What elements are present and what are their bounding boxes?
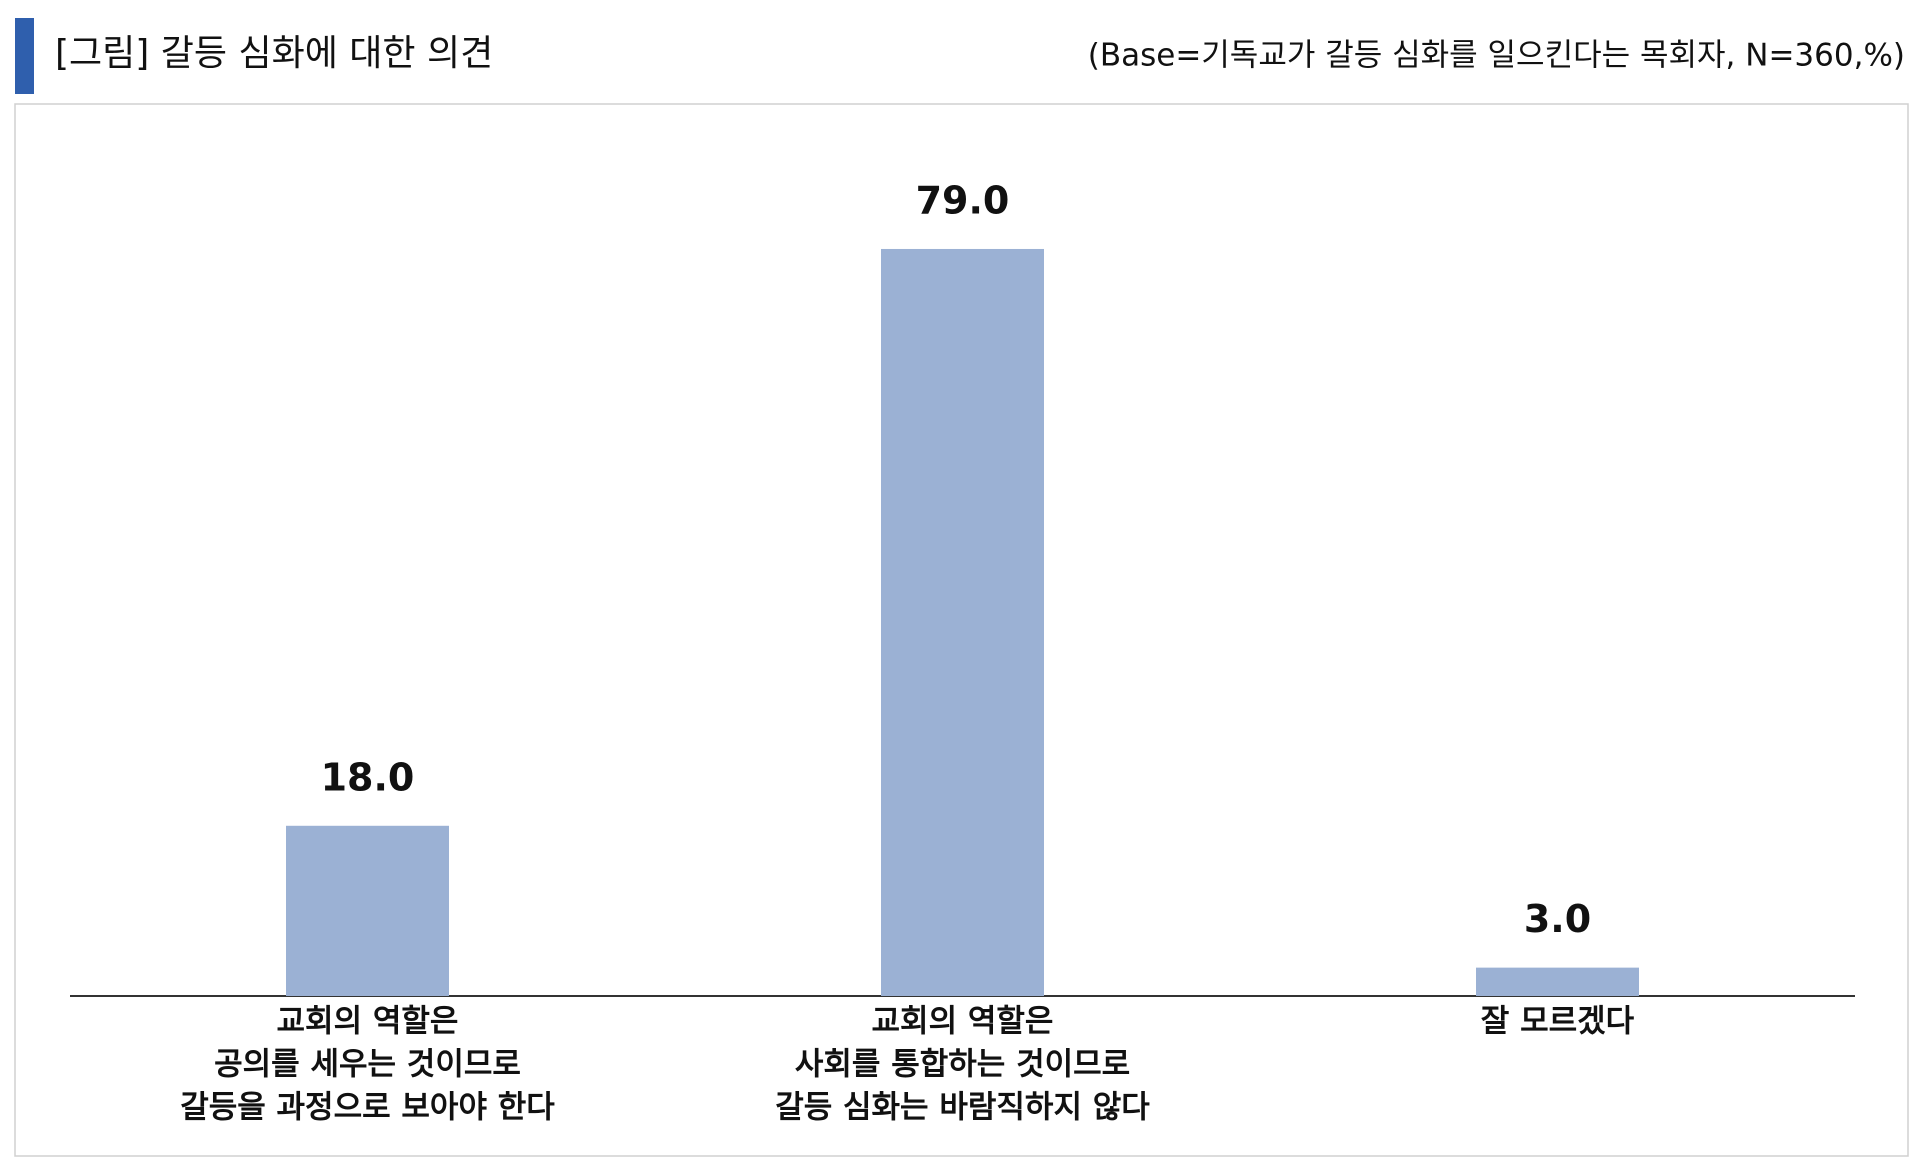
chart-subtitle: (Base=기독교가 갈등 심화를 일으킨다는 목회자, N=360,%) (1088, 38, 1905, 74)
x-tick-label: 교회의 역할은 (277, 1004, 459, 1040)
value-label: 3.0 (1524, 897, 1591, 941)
x-tick-label: 갈등 심화는 바람직하지 않다 (775, 1090, 1150, 1126)
x-tick-label: 교회의 역할은 (872, 1004, 1054, 1040)
bar (286, 825, 449, 996)
bar (881, 248, 1044, 996)
x-tick-label: 사회를 통합하는 것이므로 (795, 1047, 1130, 1083)
chart-title: [그림] 갈등 심화에 대한 의견 (55, 33, 493, 74)
value-label: 79.0 (916, 178, 1010, 222)
chart-frame (14, 103, 1909, 1157)
title-marker (15, 18, 34, 94)
bar (1476, 967, 1639, 996)
x-tick-label: 잘 모르겠다 (1481, 1004, 1635, 1040)
value-label: 18.0 (321, 755, 415, 799)
x-tick-label: 갈등을 과정으로 보아야 한다 (180, 1090, 555, 1126)
x-tick-label: 공의를 세우는 것이므로 (214, 1047, 521, 1083)
